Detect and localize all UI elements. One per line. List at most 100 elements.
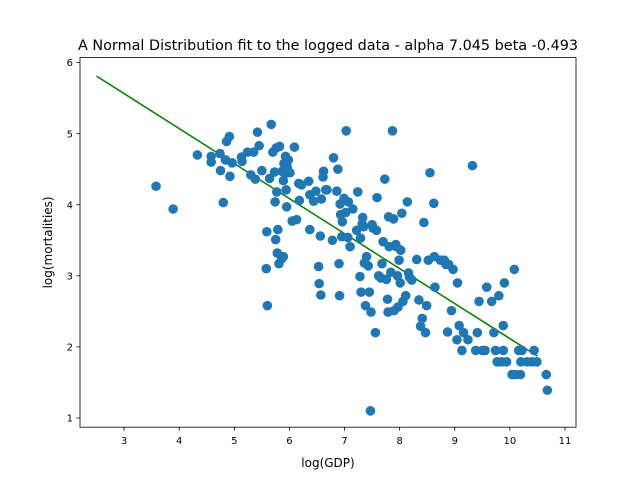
- data-point: [467, 160, 478, 171]
- data-point: [340, 207, 351, 218]
- data-point: [387, 126, 398, 136]
- data-point: [261, 263, 272, 274]
- data-point: [218, 197, 229, 208]
- data-point: [429, 198, 439, 209]
- data-point: [303, 176, 314, 187]
- data-point: [270, 234, 281, 245]
- data-point: [334, 290, 345, 301]
- data-point: [227, 157, 237, 168]
- data-point: [481, 282, 492, 292]
- data-point: [343, 197, 354, 207]
- data-point: [345, 241, 355, 252]
- data-point: [192, 150, 203, 160]
- x-tick-label: 10: [503, 436, 516, 447]
- data-point: [313, 261, 324, 272]
- data-point: [452, 334, 462, 345]
- y-tick-label: 5: [67, 129, 73, 140]
- data-point: [333, 164, 343, 174]
- data-point: [262, 300, 273, 311]
- data-point: [457, 345, 467, 356]
- data-point: [305, 224, 315, 235]
- data-point: [343, 232, 353, 243]
- data-point: [421, 300, 432, 311]
- x-tick-label: 6: [286, 436, 292, 447]
- x-tick-label: 3: [121, 436, 127, 447]
- data-point: [357, 212, 368, 223]
- data-point: [414, 295, 424, 305]
- data-point: [364, 287, 375, 297]
- data-point: [515, 369, 526, 380]
- x-tick-label: 7: [341, 436, 347, 447]
- data-point: [316, 194, 327, 204]
- data-point: [315, 231, 326, 241]
- data-point: [494, 290, 504, 301]
- data-point: [334, 258, 344, 269]
- y-axis-label: log(mortalities): [41, 196, 55, 288]
- data-point: [377, 258, 387, 269]
- data-point: [382, 294, 393, 305]
- data-point: [278, 251, 289, 262]
- data-point: [381, 274, 392, 285]
- data-point: [499, 278, 510, 288]
- data-point: [400, 290, 411, 301]
- data-point: [257, 165, 267, 176]
- data-point: [341, 126, 351, 136]
- data-point: [248, 147, 259, 157]
- data-point: [360, 300, 371, 311]
- data-point: [458, 327, 469, 338]
- data-point: [509, 264, 520, 275]
- data-point: [322, 185, 332, 195]
- data-point: [355, 233, 366, 243]
- data-point: [402, 197, 413, 207]
- x-tick-label: 4: [176, 436, 182, 447]
- data-point: [281, 185, 291, 195]
- data-point: [266, 119, 277, 130]
- data-point: [274, 141, 285, 152]
- data-point: [291, 214, 302, 225]
- data-point: [394, 255, 404, 265]
- data-point: [311, 186, 321, 197]
- data-point: [366, 307, 376, 317]
- data-point: [517, 345, 527, 356]
- data-point: [472, 327, 483, 338]
- data-point: [490, 345, 501, 356]
- data-point: [365, 406, 376, 416]
- data-point: [262, 226, 272, 237]
- data-point: [361, 251, 372, 262]
- fit-line: [96, 75, 538, 357]
- data-point: [316, 290, 326, 300]
- data-point: [529, 345, 539, 356]
- data-point: [430, 282, 440, 292]
- data-point: [252, 127, 263, 138]
- data-point: [285, 167, 295, 178]
- x-tick-label: 8: [396, 436, 402, 447]
- data-point: [352, 187, 363, 197]
- data-point: [206, 157, 216, 167]
- data-point: [448, 264, 458, 275]
- x-tick-label: 11: [559, 436, 572, 447]
- data-point: [498, 345, 509, 356]
- data-point: [225, 171, 235, 182]
- data-point: [151, 181, 161, 192]
- data-point: [397, 208, 407, 219]
- data-point: [283, 155, 294, 165]
- data-point: [371, 225, 382, 236]
- data-point: [470, 345, 481, 356]
- data-point: [314, 278, 324, 289]
- data-point: [237, 156, 247, 167]
- data-point: [308, 196, 319, 206]
- data-point: [215, 148, 225, 159]
- data-point: [271, 187, 282, 197]
- data-point: [250, 174, 261, 184]
- data-point: [411, 254, 422, 265]
- data-point: [474, 296, 484, 307]
- data-point: [254, 140, 264, 151]
- data-point: [452, 278, 463, 288]
- data-point: [541, 369, 552, 380]
- data-point: [372, 192, 382, 203]
- data-point: [269, 167, 280, 177]
- data-point: [318, 166, 329, 177]
